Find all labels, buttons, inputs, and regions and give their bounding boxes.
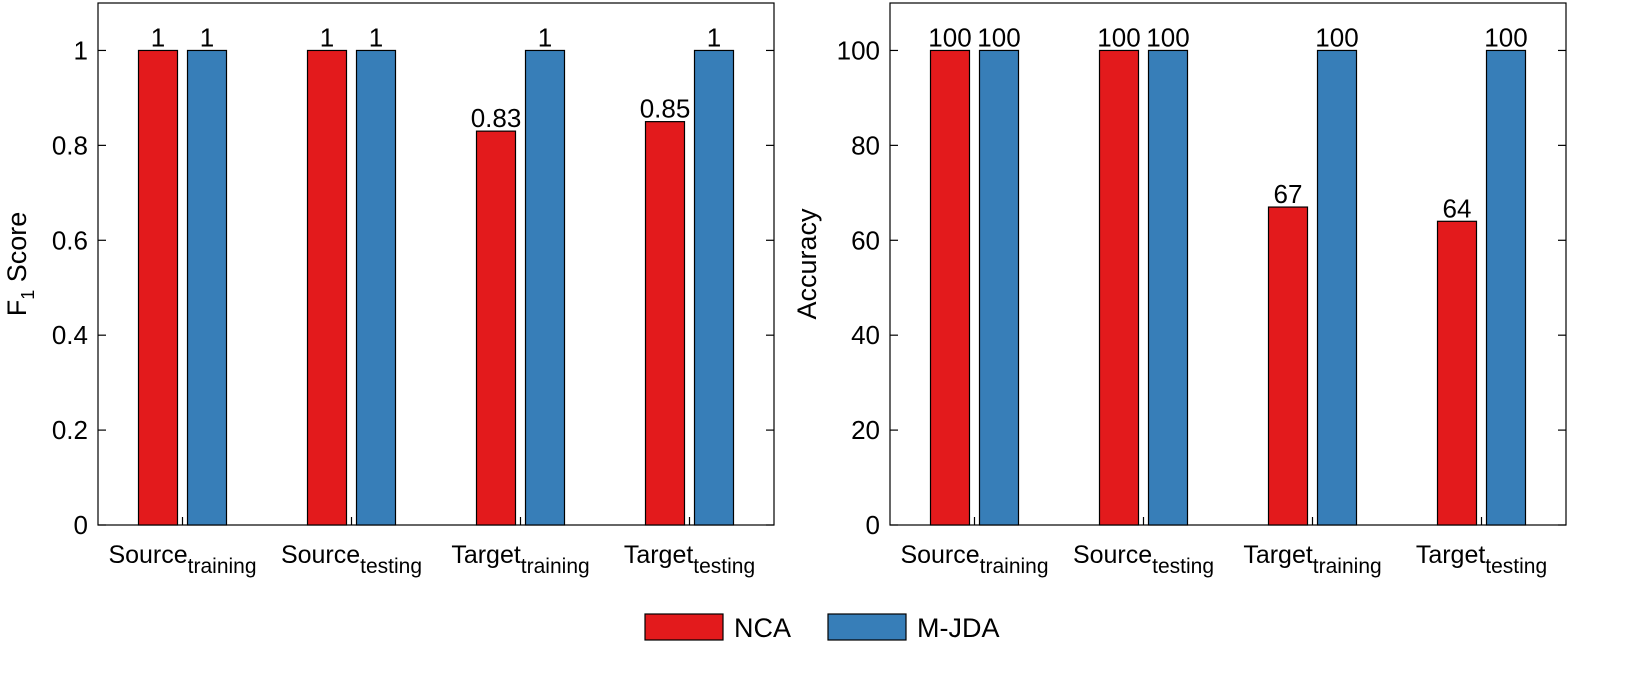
bar bbox=[186, 49, 228, 526]
data-label: 100 bbox=[1097, 22, 1140, 52]
data-label: 1 bbox=[200, 22, 214, 52]
x-tick-label-main: Source bbox=[108, 541, 187, 569]
data-label: 1 bbox=[151, 22, 165, 52]
y-axis-label-main: F bbox=[2, 300, 32, 317]
x-tick-label-subscript: testing bbox=[1152, 555, 1214, 578]
x-tick-label: Sourcetraining bbox=[108, 541, 256, 578]
bar bbox=[1436, 220, 1478, 526]
x-tick-label-subscript: testing bbox=[360, 555, 422, 578]
x-tick-label-main: Target bbox=[451, 541, 521, 569]
bar bbox=[1267, 206, 1309, 526]
x-tick-label-main: Source bbox=[900, 541, 979, 569]
x-tick-label-subscript: training bbox=[1313, 555, 1382, 578]
x-tick-label-main: Target bbox=[1416, 541, 1486, 569]
data-label: 0.83 bbox=[471, 103, 522, 133]
y-tick-label: 0 bbox=[74, 510, 88, 540]
legend-swatch bbox=[827, 613, 907, 641]
data-label: 100 bbox=[1484, 22, 1527, 52]
x-tick-label: Targettesting bbox=[1416, 541, 1547, 578]
x-tick-label-main: Source bbox=[1073, 541, 1152, 569]
plot-frame bbox=[97, 2, 775, 526]
x-tick-label: Targettesting bbox=[624, 541, 755, 578]
bar bbox=[137, 49, 179, 526]
x-tick-label-main: Source bbox=[281, 541, 360, 569]
y-tick-label: 0.8 bbox=[52, 130, 88, 160]
legend-label: NCA bbox=[734, 613, 791, 643]
y-tick-label: 0.6 bbox=[52, 225, 88, 255]
y-tick-label: 80 bbox=[851, 130, 880, 160]
x-tick-label: Targettraining bbox=[451, 541, 589, 578]
y-tick-label: 20 bbox=[851, 415, 880, 445]
bar bbox=[693, 49, 735, 526]
y-tick-label: 100 bbox=[837, 35, 880, 65]
y-tick-label: 60 bbox=[851, 225, 880, 255]
y-axis-label: Accuracy bbox=[792, 208, 822, 320]
x-tick-label-subscript: training bbox=[521, 555, 590, 578]
bar bbox=[475, 130, 517, 526]
x-tick-label: Targettraining bbox=[1243, 541, 1381, 578]
data-label: 64 bbox=[1443, 193, 1472, 223]
data-label: 1 bbox=[538, 22, 552, 52]
data-label: 0.85 bbox=[640, 94, 691, 124]
bar bbox=[929, 49, 971, 526]
legend-swatch bbox=[644, 613, 724, 641]
x-tick-label: Sourcetesting bbox=[281, 541, 422, 578]
y-tick-label: 1 bbox=[74, 35, 88, 65]
y-axis-label-rest: Score bbox=[2, 212, 32, 290]
bar bbox=[1316, 49, 1358, 526]
x-tick-label: Sourcetesting bbox=[1073, 541, 1214, 578]
x-tick-label-subscript: testing bbox=[1485, 555, 1547, 578]
data-label: 1 bbox=[369, 22, 383, 52]
y-tick-label: 0.2 bbox=[52, 415, 88, 445]
x-tick-label: Sourcetraining bbox=[900, 541, 1048, 578]
bar bbox=[978, 49, 1020, 526]
y-axis-label-subscript: 1 bbox=[18, 290, 38, 300]
bar bbox=[355, 49, 397, 526]
data-label: 1 bbox=[320, 22, 334, 52]
data-label: 67 bbox=[1274, 179, 1303, 209]
legend-label: M-JDA bbox=[917, 613, 1000, 643]
x-tick-label-subscript: training bbox=[980, 555, 1049, 578]
data-label: 100 bbox=[928, 22, 971, 52]
data-label: 1 bbox=[707, 22, 721, 52]
bar bbox=[306, 49, 348, 526]
bar bbox=[524, 49, 566, 526]
x-tick-label-subscript: testing bbox=[693, 555, 755, 578]
plot-frame bbox=[889, 2, 1567, 526]
data-label: 100 bbox=[1315, 22, 1358, 52]
bar bbox=[1485, 49, 1527, 526]
y-axis-label-main: Accuracy bbox=[792, 208, 822, 320]
x-tick-label-main: Target bbox=[1243, 541, 1313, 569]
y-tick-label: 40 bbox=[851, 320, 880, 350]
bar bbox=[644, 121, 686, 526]
x-tick-label-main: Target bbox=[624, 541, 694, 569]
data-label: 100 bbox=[1146, 22, 1189, 52]
legend: NCA M-JDA bbox=[644, 613, 1000, 643]
y-tick-label: 0 bbox=[866, 510, 880, 540]
y-axis-label: F1 Score bbox=[2, 212, 38, 317]
bar bbox=[1098, 49, 1140, 526]
y-tick-label: 0.4 bbox=[52, 320, 88, 350]
bar bbox=[1147, 49, 1189, 526]
x-tick-label-subscript: training bbox=[188, 555, 257, 578]
data-label: 100 bbox=[977, 22, 1020, 52]
